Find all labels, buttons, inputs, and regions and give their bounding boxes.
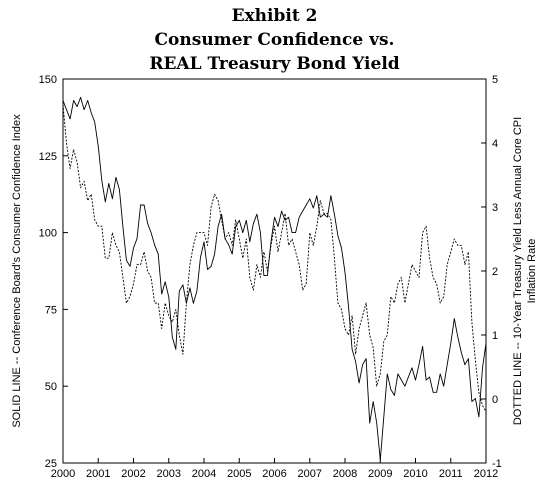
x-tick-label: 2002 (121, 468, 145, 480)
x-tick-label: 2006 (262, 468, 286, 480)
right-y-axis-title-line-2: Inflation Rate (526, 239, 538, 304)
left-y-tick-label: 75 (45, 304, 57, 316)
left-y-tick-label: 125 (39, 151, 57, 163)
series-group (62, 96, 487, 461)
right-y-tick-label: 5 (492, 74, 498, 86)
x-tick-label: 2008 (333, 468, 357, 480)
chart-title-line-1: Exhibit 2 (231, 6, 318, 26)
left-y-axis: 150 125 100 75 50 25 (39, 74, 68, 470)
left-y-tick-label: 50 (45, 381, 57, 393)
plot-frame (62, 78, 487, 464)
left-y-tick-label: 100 (39, 228, 57, 240)
chart-title-line-3: REAL Treasury Bond Yield (149, 54, 400, 74)
x-tick-label: 2012 (474, 468, 498, 480)
right-y-tick-label: 0 (492, 394, 498, 406)
right-y-tick-label: 3 (492, 202, 498, 214)
series-line-consumer-confidence (62, 96, 487, 461)
right-y-tick-label: 4 (492, 138, 498, 150)
chart-title-line-2: Consumer Confidence vs. (154, 30, 395, 50)
x-tick-label: 2009 (368, 468, 392, 480)
left-y-axis-title: SOLID LINE -- Conference Board's Consume… (11, 114, 23, 428)
right-y-tick-label: 2 (492, 266, 498, 278)
right-y-axis: 5 4 3 2 1 0 -1 (481, 74, 502, 470)
x-tick-label: 2004 (192, 468, 216, 480)
x-tick-label: 2003 (157, 468, 181, 480)
left-y-tick-label: 150 (39, 74, 57, 86)
left-y-tick-label: 25 (45, 458, 57, 470)
right-y-axis-title-line-1: DOTTED LINE -- 10-Year Treasury Yield Le… (512, 117, 524, 425)
right-y-tick-label: -1 (492, 458, 502, 470)
x-tick-label: 2001 (86, 468, 110, 480)
x-tick-label: 2010 (403, 468, 427, 480)
x-tick-label: 2011 (439, 468, 463, 480)
x-tick-label: 2007 (298, 468, 322, 480)
series-line-real-treasury-yield (62, 104, 487, 413)
x-axis: 2000 2001 2002 2003 2004 2005 2006 2007 2008 2009… (51, 458, 498, 480)
right-y-tick-label: 1 (492, 330, 498, 342)
x-tick-label: 2000 (51, 468, 75, 480)
x-tick-label: 2005 (227, 468, 251, 480)
